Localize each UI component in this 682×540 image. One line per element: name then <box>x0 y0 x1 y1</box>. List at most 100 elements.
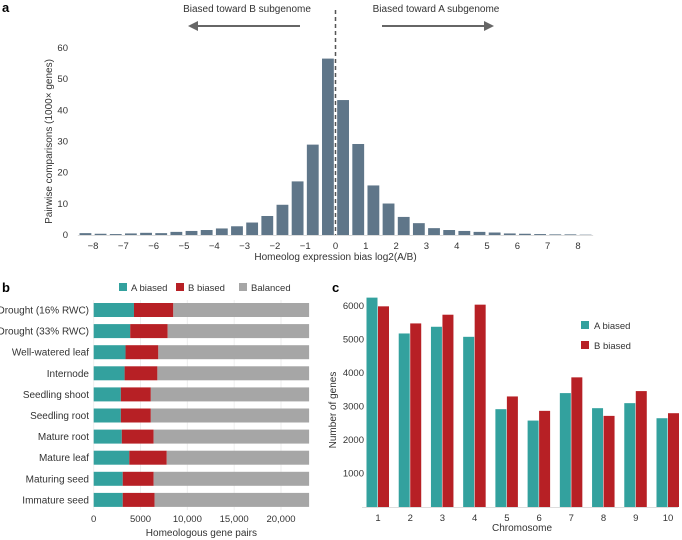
x-tick-label: −4 <box>209 241 220 252</box>
bar-b-biased <box>603 415 615 507</box>
x-tick-label: 1 <box>363 241 368 252</box>
bar-b-biased <box>571 377 583 507</box>
bar-segment-balanced <box>157 366 310 381</box>
category-label: Drought (16% RWC) <box>0 306 89 317</box>
y-tick-label: 4000 <box>343 368 364 379</box>
y-axis-label: Pairwise comparisons (1000× genes) <box>44 59 55 224</box>
legend-label: B biased <box>594 341 631 352</box>
histogram-bar <box>473 231 486 235</box>
y-tick-label: 6000 <box>343 301 364 312</box>
category-label: Mature leaf <box>39 453 89 464</box>
annotation-left: Biased toward B subgenome <box>183 4 311 15</box>
histogram-bar <box>428 228 440 235</box>
bar-segment-b-biased <box>120 387 151 402</box>
bar-segment-a-biased <box>93 492 123 507</box>
x-axis-label: Homeolog expression bias log2(A/B) <box>254 252 416 263</box>
histogram-bar <box>231 226 243 235</box>
histogram-bar <box>488 232 501 235</box>
bar-a-biased <box>495 409 507 507</box>
bar-b-biased <box>474 304 486 507</box>
bar-a-biased <box>592 408 604 507</box>
panel-label-c: c <box>332 280 339 295</box>
legend-swatch <box>119 283 127 291</box>
histogram-bar <box>564 234 577 235</box>
bar-segment-b-biased <box>130 324 168 339</box>
histogram-bar <box>246 222 259 235</box>
y-tick-label: 2000 <box>343 435 364 446</box>
x-tick-label: −5 <box>179 241 190 252</box>
x-tick-label: 9 <box>633 513 638 524</box>
panel-label-a: a <box>2 0 10 15</box>
bar-segment-a-biased <box>93 471 123 486</box>
x-tick-label: 1 <box>375 513 380 524</box>
x-tick-label: 7 <box>545 241 550 252</box>
bar-segment-a-biased <box>93 450 130 465</box>
category-label: Well-watered leaf <box>12 348 89 359</box>
panel-label-b: b <box>2 280 10 295</box>
histogram-bar <box>458 230 471 235</box>
x-tick-label: 4 <box>472 513 477 524</box>
histogram-bar <box>412 223 425 235</box>
bar-b-biased <box>378 306 389 507</box>
bar-segment-b-biased <box>122 492 155 507</box>
bar-segment-a-biased <box>93 366 125 381</box>
bar-a-biased <box>624 403 636 507</box>
category-label: Maturing seed <box>26 474 89 485</box>
histogram-bar <box>519 233 531 235</box>
x-tick-label: 4 <box>454 241 459 252</box>
legend-swatch <box>176 283 184 291</box>
x-tick-label: 0 <box>333 241 338 252</box>
bar-segment-b-biased <box>120 408 151 423</box>
bar-a-biased <box>366 297 378 507</box>
histogram-bar <box>367 185 380 235</box>
bar-segment-balanced <box>173 303 310 317</box>
category-label: Mature root <box>38 432 89 443</box>
y-tick-label: 5000 <box>343 335 364 346</box>
histogram-panel-a: −8 −7 −6 −5 −4 −3 −2 −1 0 1 2 3 4 5 6 7 8 0 10 20 30 40 50 60 Ho… <box>44 4 594 263</box>
legend-swatch <box>239 283 247 291</box>
histogram-bar <box>306 144 319 235</box>
bar-segment-b-biased <box>121 429 154 444</box>
annotation-right: Biased toward A subgenome <box>373 4 500 15</box>
x-tick-label: 5 <box>504 513 509 524</box>
x-tick-label: 15,000 <box>220 514 249 525</box>
legend-label: A biased <box>131 283 167 294</box>
bar-segment-balanced <box>153 429 310 444</box>
x-tick-label: 5 <box>484 241 489 252</box>
x-tick-label: 6 <box>515 241 520 252</box>
category-label: Drought (33% RWC) <box>0 327 89 338</box>
histogram-bar <box>337 100 349 235</box>
legend-label: B biased <box>188 283 225 294</box>
y-tick-label: 50 <box>57 74 68 85</box>
bar-segment-a-biased <box>93 303 134 317</box>
histogram-bar <box>200 230 213 235</box>
y-tick-label: 40 <box>57 105 68 116</box>
bar-b-biased <box>539 410 551 507</box>
x-axis-label: Chromosome <box>492 523 552 534</box>
histogram-bar <box>443 230 456 235</box>
x-tick-label: −3 <box>239 241 250 252</box>
histogram-bar <box>397 216 410 235</box>
category-label: Seedling shoot <box>23 390 89 401</box>
bar-b-biased <box>410 323 422 507</box>
histogram-bar <box>94 233 107 235</box>
y-tick-label: 3000 <box>343 402 364 413</box>
bar-segment-balanced <box>158 345 310 360</box>
y-axis-label: Number of genes <box>328 372 339 449</box>
bar-a-biased <box>656 418 668 507</box>
y-tick-label: 20 <box>57 168 68 179</box>
histogram-bar <box>109 234 122 235</box>
y-tick-label: 30 <box>57 137 68 148</box>
bar-segment-balanced <box>154 492 310 507</box>
y-tick-label: 1000 <box>343 469 364 480</box>
histogram-bar <box>503 233 516 235</box>
bar-b-biased <box>635 391 647 507</box>
histogram-bar <box>124 233 137 235</box>
category-label: Immature seed <box>22 495 89 506</box>
bar-segment-b-biased <box>129 450 167 465</box>
category-label: Internode <box>47 369 90 380</box>
bar-segment-a-biased <box>93 387 121 402</box>
bar-a-biased <box>559 393 571 507</box>
bar-segment-balanced <box>153 471 310 486</box>
